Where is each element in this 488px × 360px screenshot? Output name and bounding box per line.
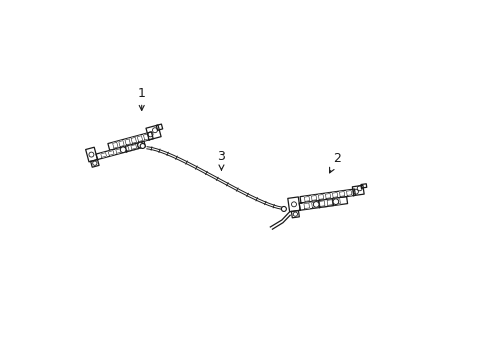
Polygon shape	[332, 193, 337, 197]
Polygon shape	[96, 141, 145, 159]
Polygon shape	[90, 159, 99, 167]
Polygon shape	[125, 143, 138, 152]
Polygon shape	[318, 194, 323, 199]
Polygon shape	[325, 194, 330, 198]
Polygon shape	[300, 189, 355, 203]
Polygon shape	[131, 137, 136, 143]
Circle shape	[332, 199, 338, 204]
Circle shape	[120, 147, 126, 153]
Circle shape	[138, 142, 143, 148]
Polygon shape	[311, 202, 317, 207]
Polygon shape	[319, 201, 325, 206]
Polygon shape	[360, 184, 366, 188]
Polygon shape	[85, 147, 97, 162]
Polygon shape	[146, 147, 282, 209]
Polygon shape	[156, 124, 163, 130]
Polygon shape	[143, 134, 148, 140]
Text: 3: 3	[217, 150, 225, 170]
Text: 2: 2	[329, 152, 340, 173]
Polygon shape	[311, 195, 316, 201]
Polygon shape	[137, 136, 142, 141]
Polygon shape	[318, 199, 333, 207]
Polygon shape	[108, 150, 114, 155]
Polygon shape	[116, 149, 122, 153]
Polygon shape	[101, 153, 106, 157]
Polygon shape	[119, 141, 124, 147]
Polygon shape	[334, 199, 340, 204]
Polygon shape	[287, 197, 300, 212]
Polygon shape	[326, 200, 332, 205]
Polygon shape	[299, 197, 347, 210]
Polygon shape	[108, 132, 153, 150]
Circle shape	[313, 202, 318, 207]
Polygon shape	[112, 142, 118, 148]
Polygon shape	[339, 192, 344, 197]
Polygon shape	[304, 203, 309, 208]
Circle shape	[281, 207, 286, 211]
Polygon shape	[131, 145, 136, 149]
Polygon shape	[304, 197, 309, 201]
Polygon shape	[125, 139, 130, 145]
Polygon shape	[352, 185, 364, 195]
Circle shape	[140, 144, 145, 148]
Polygon shape	[123, 147, 129, 151]
Polygon shape	[346, 190, 351, 195]
Polygon shape	[146, 125, 161, 140]
Text: 1: 1	[138, 87, 145, 111]
Polygon shape	[291, 211, 299, 218]
